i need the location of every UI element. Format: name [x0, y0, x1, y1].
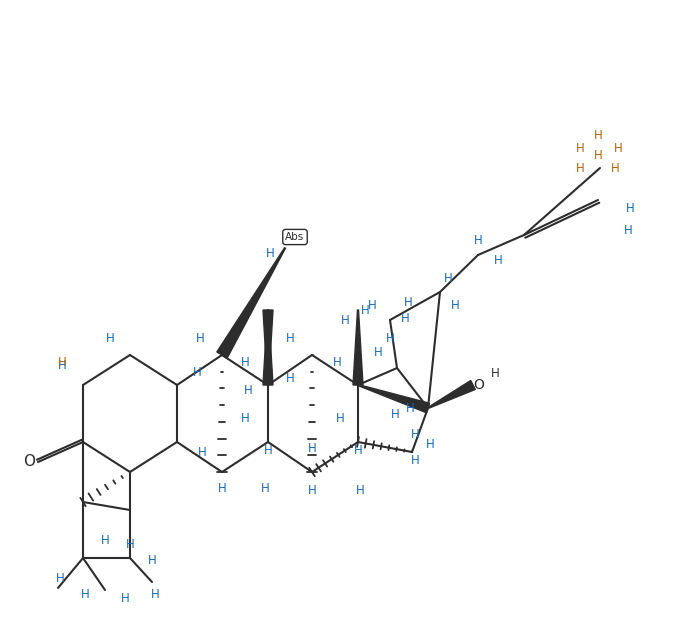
Text: H: H — [241, 355, 249, 368]
Text: H: H — [367, 299, 376, 311]
Text: H: H — [55, 571, 64, 585]
Text: H: H — [614, 141, 622, 155]
Text: H: H — [403, 296, 412, 308]
Text: H: H — [192, 366, 201, 378]
Text: H: H — [401, 311, 410, 324]
Text: H: H — [473, 234, 482, 247]
Text: H: H — [390, 408, 399, 422]
Text: H: H — [244, 383, 253, 396]
Text: H: H — [151, 589, 159, 601]
Text: H: H — [100, 534, 109, 547]
Text: H: H — [286, 371, 294, 385]
Text: H: H — [493, 254, 502, 266]
Text: Abs: Abs — [285, 232, 304, 242]
Text: H: H — [340, 313, 349, 327]
Text: H: H — [410, 429, 419, 441]
Text: H: H — [336, 412, 345, 424]
Text: H: H — [198, 445, 206, 459]
Text: H: H — [106, 331, 114, 345]
Text: H: H — [426, 438, 435, 452]
Text: H: H — [450, 299, 459, 311]
Text: H: H — [126, 538, 134, 552]
Text: O: O — [23, 455, 35, 469]
Text: H: H — [120, 592, 129, 605]
Text: H: H — [361, 303, 370, 317]
Text: H: H — [594, 129, 602, 141]
Text: H: H — [385, 331, 394, 345]
Text: H: H — [241, 412, 249, 424]
Polygon shape — [358, 385, 430, 413]
Text: H: H — [444, 271, 453, 285]
Text: H: H — [81, 589, 89, 601]
Text: H: H — [196, 331, 204, 345]
Text: H: H — [261, 482, 269, 494]
Polygon shape — [353, 310, 363, 385]
Text: H: H — [333, 355, 341, 368]
Text: H: H — [57, 359, 66, 371]
Polygon shape — [263, 310, 273, 385]
Text: H: H — [57, 355, 66, 368]
Text: H: H — [406, 401, 415, 415]
Text: H: H — [286, 331, 294, 345]
Text: H: H — [410, 454, 419, 466]
Text: H: H — [147, 554, 156, 566]
Text: H: H — [594, 148, 602, 162]
Polygon shape — [263, 310, 273, 385]
Text: H: H — [610, 162, 619, 175]
Text: H: H — [576, 162, 584, 175]
Text: H: H — [491, 366, 500, 380]
Text: O: O — [473, 378, 484, 392]
Polygon shape — [217, 248, 285, 358]
Text: H: H — [264, 443, 273, 457]
Text: H: H — [308, 441, 316, 455]
Text: H: H — [576, 141, 584, 155]
Text: H: H — [356, 483, 365, 496]
Text: H: H — [308, 483, 316, 496]
Text: H: H — [354, 443, 363, 457]
Text: H: H — [374, 345, 383, 359]
Text: H: H — [626, 201, 635, 215]
Text: H: H — [266, 247, 274, 259]
Text: H: H — [623, 224, 632, 236]
Polygon shape — [428, 380, 475, 408]
Text: H: H — [217, 482, 226, 494]
